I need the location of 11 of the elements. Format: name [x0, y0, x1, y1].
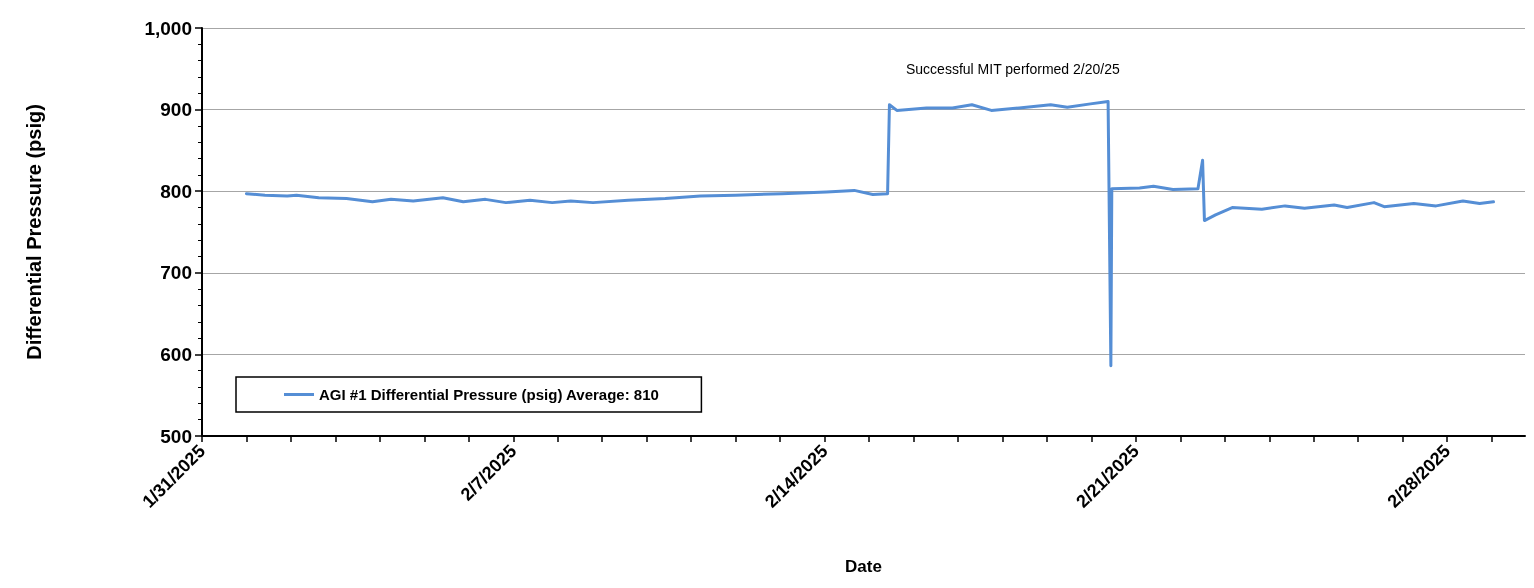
y-tick-label: 600 [160, 343, 192, 365]
y-axis-title: Differential Pressure (psig) [23, 104, 45, 360]
x-axis-title: Date [845, 557, 882, 576]
y-tick-label: 800 [160, 180, 192, 202]
y-tick-label: 500 [160, 425, 192, 447]
line-series [244, 99, 1495, 368]
y-tick-label: 700 [160, 262, 192, 284]
y-tick-label: 1,000 [144, 17, 192, 39]
legend-label: AGI #1 Differential Pressure (psig) Average: 810 [319, 386, 659, 403]
annotation: Successful MIT performed 2/20/25 [906, 61, 1120, 77]
y-tick-label: 900 [160, 99, 192, 121]
